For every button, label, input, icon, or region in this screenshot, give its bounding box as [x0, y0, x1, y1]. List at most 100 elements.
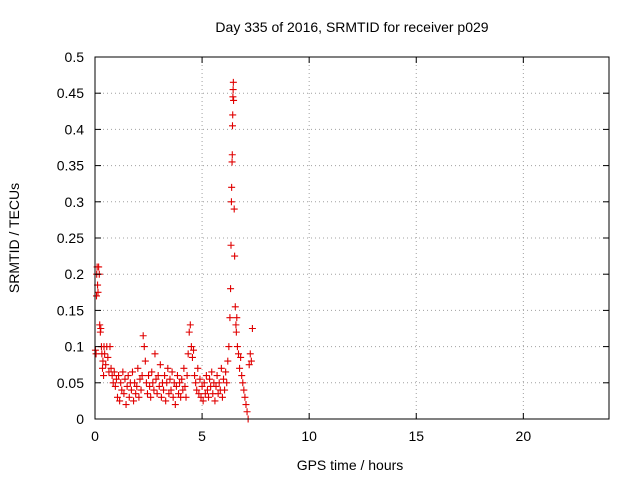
data-point	[184, 350, 192, 358]
data-point	[160, 386, 168, 394]
x-tick-label: 15	[408, 428, 424, 444]
x-tick-label: 10	[301, 428, 317, 444]
data-point	[243, 408, 251, 416]
data-point	[201, 390, 209, 398]
data-point	[195, 390, 203, 398]
data-point	[241, 393, 249, 401]
data-point	[179, 386, 187, 394]
data-point	[236, 364, 244, 372]
data-point	[238, 372, 246, 380]
data-point	[196, 375, 204, 383]
data-point	[166, 375, 174, 383]
data-point	[233, 343, 241, 351]
data-point	[205, 393, 213, 401]
data-point	[152, 375, 160, 383]
data-point	[232, 328, 240, 336]
data-point	[168, 368, 176, 376]
data-point	[107, 364, 115, 372]
data-point	[96, 321, 104, 329]
data-point	[147, 393, 155, 401]
data-point	[212, 382, 220, 390]
data-point	[164, 364, 172, 372]
data-point	[225, 343, 233, 351]
data-point	[203, 386, 211, 394]
data-point	[227, 241, 235, 249]
data-point	[143, 390, 151, 398]
data-point	[102, 361, 110, 369]
data-point	[229, 78, 237, 86]
data-point	[138, 372, 146, 380]
data-point	[218, 393, 226, 401]
data-point	[109, 379, 117, 387]
data-point	[128, 368, 136, 376]
data-point	[199, 397, 207, 405]
data-point	[150, 386, 158, 394]
data-point	[228, 158, 236, 166]
data-point	[247, 357, 255, 365]
axis-ticks	[94, 56, 609, 420]
data-point	[230, 205, 238, 213]
chart-title: Day 335 of 2016, SRMTID for receiver p02…	[215, 19, 488, 35]
data-point	[100, 372, 108, 380]
y-tick-label: 0.1	[65, 339, 85, 355]
data-point	[101, 350, 109, 358]
data-point	[181, 382, 189, 390]
data-point	[198, 382, 206, 390]
x-tick-label: 20	[516, 428, 532, 444]
data-point	[139, 332, 147, 340]
grid-lines	[95, 57, 609, 419]
data-point	[149, 379, 157, 387]
data-point	[248, 325, 256, 332]
data-point	[227, 198, 235, 206]
data-point	[176, 379, 184, 387]
data-point	[167, 386, 175, 394]
data-point	[92, 292, 100, 300]
data-point	[193, 386, 201, 394]
tick-labels: 0 5 10 15 20 0 0.05 0.1 0.15 0.2 0.25 0.3 0.35 0.4 0.4…	[57, 49, 532, 444]
data-point	[239, 379, 247, 387]
data-point	[125, 393, 133, 401]
data-point	[122, 401, 130, 409]
y-tick-label: 0.2	[65, 266, 85, 282]
data-point	[171, 401, 179, 409]
data-point	[110, 368, 118, 376]
data-point	[213, 372, 221, 380]
data-point	[115, 372, 123, 380]
y-tick-label: 0.05	[57, 375, 84, 391]
data-point	[118, 386, 126, 394]
data-point	[183, 372, 191, 380]
data-point	[119, 368, 127, 376]
data-point	[230, 96, 238, 104]
data-point	[186, 321, 194, 329]
data-point	[197, 393, 205, 401]
data-point	[161, 372, 169, 380]
data-point	[215, 379, 223, 387]
data-point	[214, 390, 222, 398]
data-point	[111, 382, 119, 390]
data-point	[228, 183, 236, 191]
data-point	[178, 375, 186, 383]
data-point	[245, 361, 253, 369]
data-point	[208, 368, 216, 376]
x-tick-label: 5	[198, 428, 206, 444]
data-point	[120, 390, 128, 398]
data-point	[116, 397, 124, 405]
data-point	[175, 390, 183, 398]
data-point	[117, 379, 125, 387]
data-point	[229, 93, 237, 101]
data-point	[192, 379, 200, 387]
data-point	[132, 390, 140, 398]
data-point	[222, 368, 230, 376]
data-point	[202, 372, 210, 380]
data-point	[108, 372, 116, 380]
data-point	[185, 328, 193, 336]
y-tick-label: 0.15	[57, 302, 84, 318]
data-point	[227, 285, 235, 293]
data-point	[217, 364, 225, 372]
data-point	[127, 386, 135, 394]
data-point	[146, 382, 154, 390]
data-point	[148, 368, 156, 376]
data-point	[226, 314, 234, 322]
data-point	[151, 350, 159, 358]
x-tick-label: 0	[91, 428, 99, 444]
